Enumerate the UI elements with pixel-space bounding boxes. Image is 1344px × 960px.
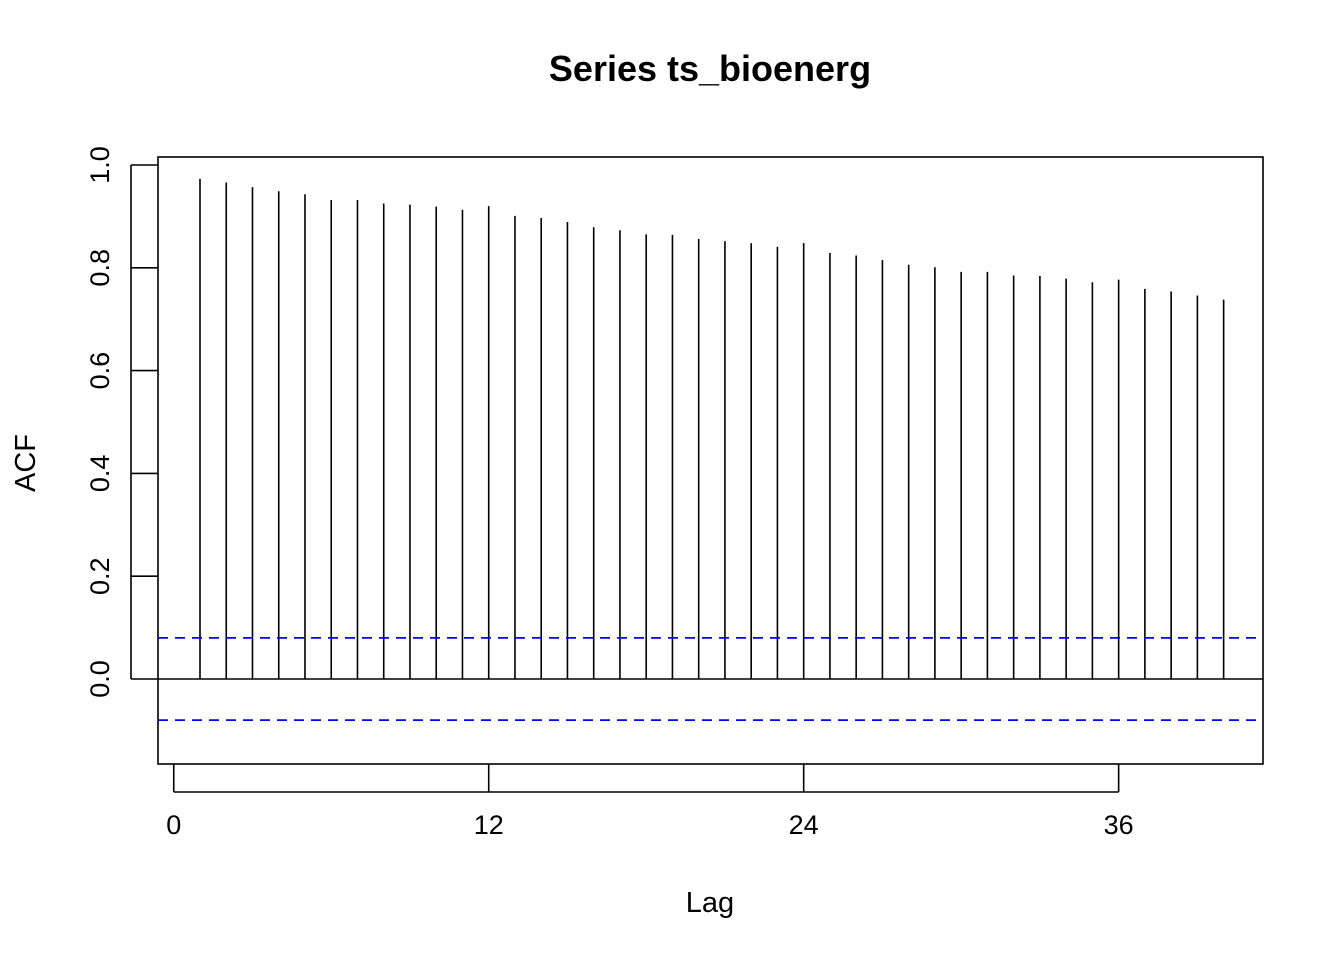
- y-tick-label: 0.0: [85, 660, 115, 698]
- x-tick-label: 36: [1104, 810, 1134, 840]
- plot-frame: [157, 156, 1264, 765]
- x-tick-label: 12: [474, 810, 504, 840]
- x-tick-label: 0: [166, 810, 181, 840]
- x-tick-label: 24: [789, 810, 819, 840]
- y-tick-label: 0.2: [85, 557, 115, 595]
- acf-bars: [199, 178, 1225, 679]
- x-axis: 0 12 24 36: [166, 764, 1134, 840]
- y-tick-label: 0.4: [85, 455, 115, 493]
- y-tick-label: 1.0: [85, 146, 115, 184]
- x-axis-label: Lag: [686, 887, 734, 919]
- y-axis: 0.0 0.2 0.4 0.6 0.8 1.0: [85, 146, 158, 698]
- y-tick-label: 0.6: [85, 352, 115, 390]
- y-tick-label: 0.8: [85, 249, 115, 287]
- chart-title: Series ts_bioenerg: [549, 48, 871, 89]
- confidence-bounds: [158, 636, 1263, 722]
- y-axis-label: ACF: [10, 434, 42, 492]
